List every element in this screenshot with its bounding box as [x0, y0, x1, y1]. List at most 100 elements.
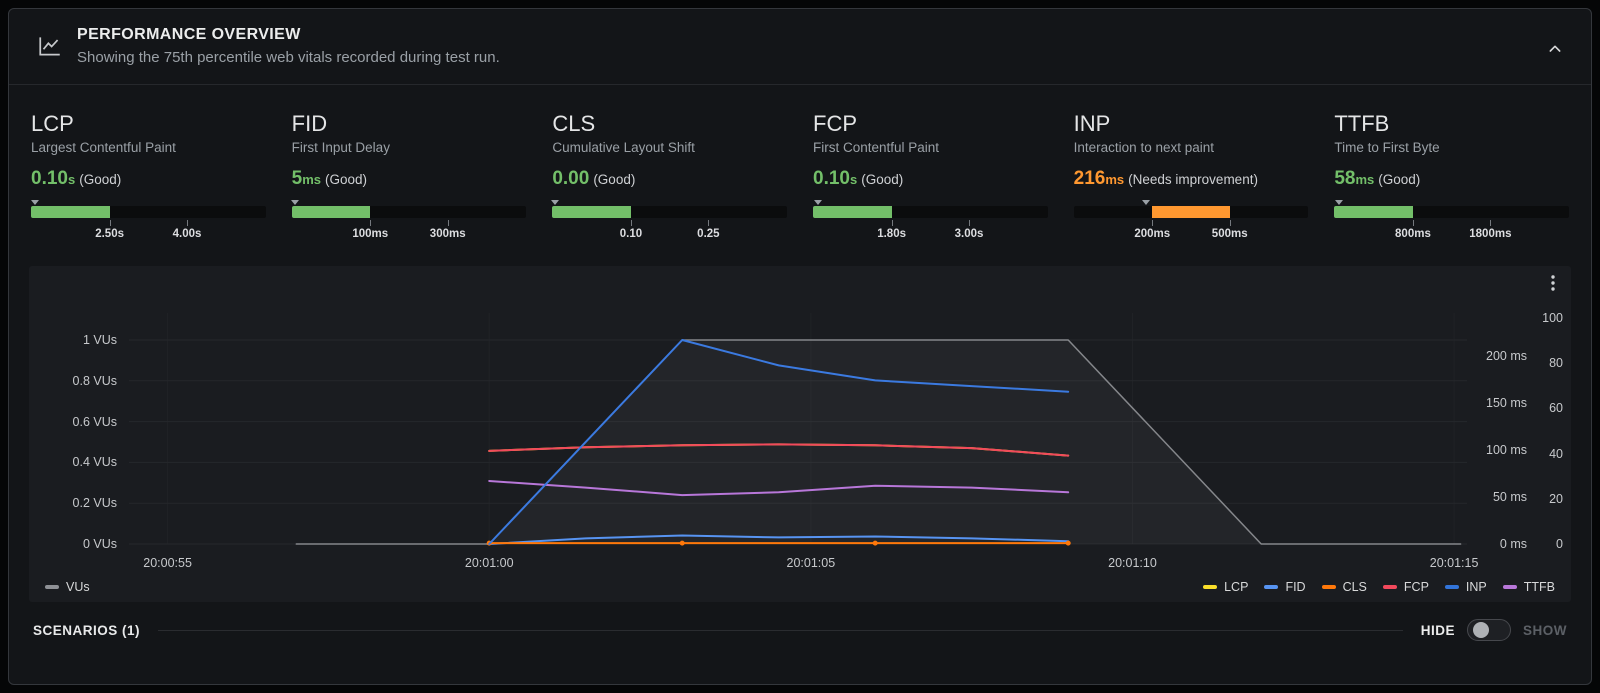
gauge-fill [813, 206, 892, 218]
legend-swatch [45, 585, 59, 589]
series-inp [488, 339, 1070, 545]
metric-description: Largest Contentful Paint [31, 140, 176, 155]
y-axis-score-label: 20 [1549, 491, 1563, 506]
legend-label: TTFB [1523, 580, 1555, 594]
gauge-tick [370, 220, 372, 226]
legend-swatch [1264, 585, 1279, 589]
legend-swatch [1382, 585, 1397, 589]
metric-status: (Good) [861, 172, 904, 187]
metric-gauge: 0.10 0.25 [550, 200, 787, 244]
y-axis-score-label: 80 [1549, 356, 1563, 371]
x-axis-label: 20:01:15 [1429, 556, 1479, 570]
chevron-up-icon [1549, 45, 1561, 52]
legend-label: CLS [1342, 580, 1367, 594]
legend-swatch [1444, 585, 1459, 589]
legend-label: FCP [1403, 580, 1429, 594]
metric-gauge: 2.50s 4.00s [30, 200, 266, 244]
legend-item-inp[interactable]: INP [1444, 580, 1487, 594]
gauge-tick [1229, 220, 1231, 226]
metric-description: First Contentful Paint [813, 140, 940, 155]
gauge-tick [708, 220, 710, 226]
legend-swatch [1321, 585, 1336, 589]
metric-description: Cumulative Layout Shift [552, 140, 695, 155]
y-axis-ms-label: 200 ms [1486, 349, 1527, 363]
panel-footer: SCENARIOS (1) HIDE SHOW [9, 602, 1591, 658]
gauge-fill [1152, 206, 1230, 218]
gauge-marker [813, 200, 822, 205]
gauge-marker [550, 200, 559, 205]
hide-label: HIDE [1420, 622, 1455, 638]
y-axis-ms-label: 0 ms [1499, 537, 1527, 551]
metric-fid: FID First Input Delay 5ms (Good) 100ms 300ms [291, 111, 527, 244]
legend-label: LCP [1224, 580, 1249, 594]
gauge-threshold-label: 1800ms [1469, 228, 1512, 240]
metric-gauge: 100ms 300ms [291, 200, 527, 244]
gauge-threshold-label: 800ms [1395, 228, 1431, 240]
gauge-track [552, 206, 787, 218]
gauge-tick [109, 220, 111, 226]
gauge-threshold-label: 300ms [429, 228, 466, 240]
metric-value: 5ms (Good) [291, 168, 368, 189]
metric-gauge: 200ms 500ms [1073, 200, 1309, 244]
metric-description: Time to First Byte [1334, 140, 1440, 155]
metric-value: 58ms (Good) [1334, 168, 1421, 189]
metric-gauge: 800ms 1800ms [1334, 200, 1569, 244]
y-axis-score-label: 60 [1549, 401, 1563, 416]
panel-subtitle: Showing the 75th percentile web vitals r… [77, 49, 500, 66]
metric-description: First Input Delay [291, 140, 390, 155]
gauge-threshold-label: 0.25 [697, 228, 720, 240]
metric-value: 0.00 (Good) [552, 168, 636, 189]
x-axis-label: 20:00:55 [143, 556, 192, 570]
gauge-threshold-label: 4.00s [172, 228, 202, 240]
collapse-button[interactable] [1543, 37, 1567, 64]
gauge-tick [969, 220, 971, 226]
metric-status: (Good) [1378, 172, 1421, 187]
y-axis-ms-label: 100 ms [1486, 443, 1527, 457]
chart-line-icon [37, 33, 63, 64]
gauge-tick [187, 220, 189, 226]
metric-name: CLS [552, 111, 596, 136]
legend-label: INP [1465, 580, 1487, 594]
metric-status: (Needs improvement) [1128, 172, 1258, 187]
gauge-marker [1335, 200, 1344, 205]
gauge-fill [31, 206, 110, 218]
show-label: SHOW [1523, 622, 1567, 638]
y-axis-vus-label: 0.8 VUs [72, 373, 117, 388]
gauge-tick [1152, 220, 1154, 226]
legend-item-vus[interactable]: VUs [45, 580, 90, 594]
gauge-marker [30, 200, 39, 205]
gauge-threshold-label: 100ms [352, 228, 389, 240]
series-ttfb [488, 480, 1070, 497]
gauge-marker [1142, 200, 1151, 205]
metric-value: 0.10s (Good) [813, 168, 904, 189]
y-axis-score-label: 40 [1549, 446, 1563, 461]
panel-header-text: PERFORMANCE OVERVIEW Showing the 75th pe… [77, 23, 500, 69]
panel-title: PERFORMANCE OVERVIEW [77, 26, 301, 43]
gauge-threshold-label: 200ms [1134, 228, 1171, 240]
y-axis-score-label: 0 [1556, 537, 1563, 551]
performance-overview-panel: PERFORMANCE OVERVIEW Showing the 75th pe… [8, 8, 1592, 685]
legend-item-fcp[interactable]: FCP [1382, 580, 1429, 594]
metric-value: 0.10s (Good) [31, 168, 122, 189]
legend-item-cls[interactable]: CLS [1321, 580, 1367, 594]
chart-menu-button[interactable] [1543, 272, 1563, 297]
y-axis-score-label: 100 [1542, 311, 1563, 325]
y-axis-ms-label: 150 ms [1486, 396, 1527, 410]
gauge-fill [1334, 206, 1413, 218]
timeseries-chart: VUs LCP FID CLS FCP INP TTFB 1 VUs 0.8 VUs 0.6 … [29, 266, 1571, 602]
legend-item-ttfb[interactable]: TTFB [1502, 580, 1555, 594]
legend-item-fid[interactable]: FID [1264, 580, 1306, 594]
legend-item-lcp[interactable]: LCP [1203, 580, 1248, 594]
gauge-tick [1490, 220, 1492, 226]
metric-gauge: 1.80s 3.00s [813, 200, 1048, 244]
y-axis-vus-label: 0 VUs [82, 537, 117, 551]
scenarios-visibility-toggle[interactable] [1467, 619, 1511, 641]
gauge-marker [291, 200, 300, 205]
gauge-threshold-label: 1.80s [877, 228, 906, 240]
legend-label: FID [1285, 580, 1306, 594]
gauge-tick [630, 220, 632, 226]
metric-name: LCP [31, 111, 74, 136]
series-fcp [488, 443, 1070, 457]
gauge-tick [447, 220, 449, 226]
y-axis-ms-label: 50 ms [1492, 490, 1527, 504]
